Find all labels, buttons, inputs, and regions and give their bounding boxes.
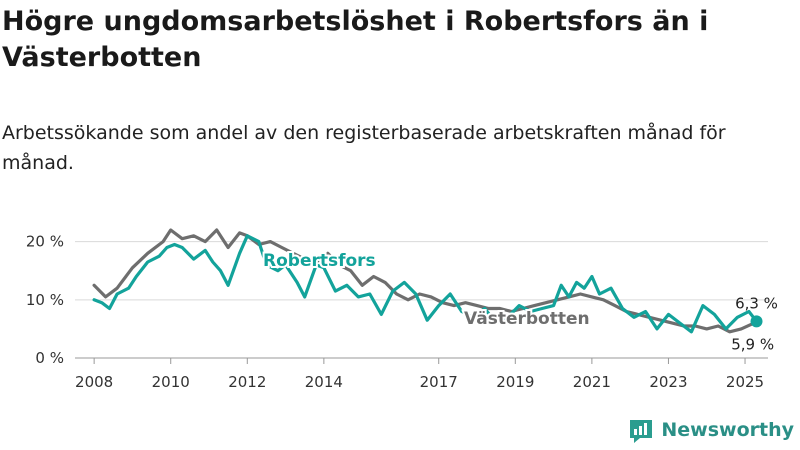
x-axis: 2008 2010 2012 2014 2017 2019 2021 2023 2025 [75, 358, 764, 391]
series-label-robertsfors: Robertsfors [263, 251, 376, 271]
x-tick-label-4: 2017 [420, 373, 458, 391]
x-tick-label-3: 2014 [305, 373, 343, 391]
series-label-västerbotten: Västerbotten [464, 309, 590, 329]
chart-subtitle: Arbetssökande som andel av den registerb… [2, 122, 726, 174]
series-labels: Västerbotten 5,9 % Robertsfors 6,3 % [261, 249, 778, 354]
series-lines [92, 228, 759, 334]
grid: 0 % 10 % 20 % [26, 233, 768, 367]
series-line-västerbotten [92, 228, 755, 334]
brand-logo: Newsworthy [627, 416, 794, 444]
x-tick-label-2: 2012 [228, 373, 266, 391]
end-value-label-robertsfors: 6,3 % [735, 294, 778, 312]
y-tick-label-2: 20 % [26, 233, 64, 251]
x-tick-label-7: 2023 [649, 373, 687, 391]
x-tick-label-0: 2008 [75, 373, 113, 391]
end-value-label-västerbotten: 5,9 % [731, 336, 774, 354]
series-line-robertsfors [92, 234, 759, 334]
x-tick-label-6: 2021 [573, 373, 611, 391]
newsworthy-logo-icon [630, 420, 653, 443]
x-tick-label-8: 2025 [726, 373, 764, 391]
end-point-robertsfors [750, 315, 763, 328]
x-tick-label-5: 2019 [496, 373, 534, 391]
y-tick-label-0: 0 % [35, 349, 64, 367]
chart-title: Högre ungdomsarbetslöshet i Robertsfors … [2, 6, 709, 73]
x-tick-label-1: 2010 [152, 373, 190, 391]
brand-name: Newsworthy [661, 419, 794, 441]
y-tick-label-1: 10 % [26, 291, 64, 309]
